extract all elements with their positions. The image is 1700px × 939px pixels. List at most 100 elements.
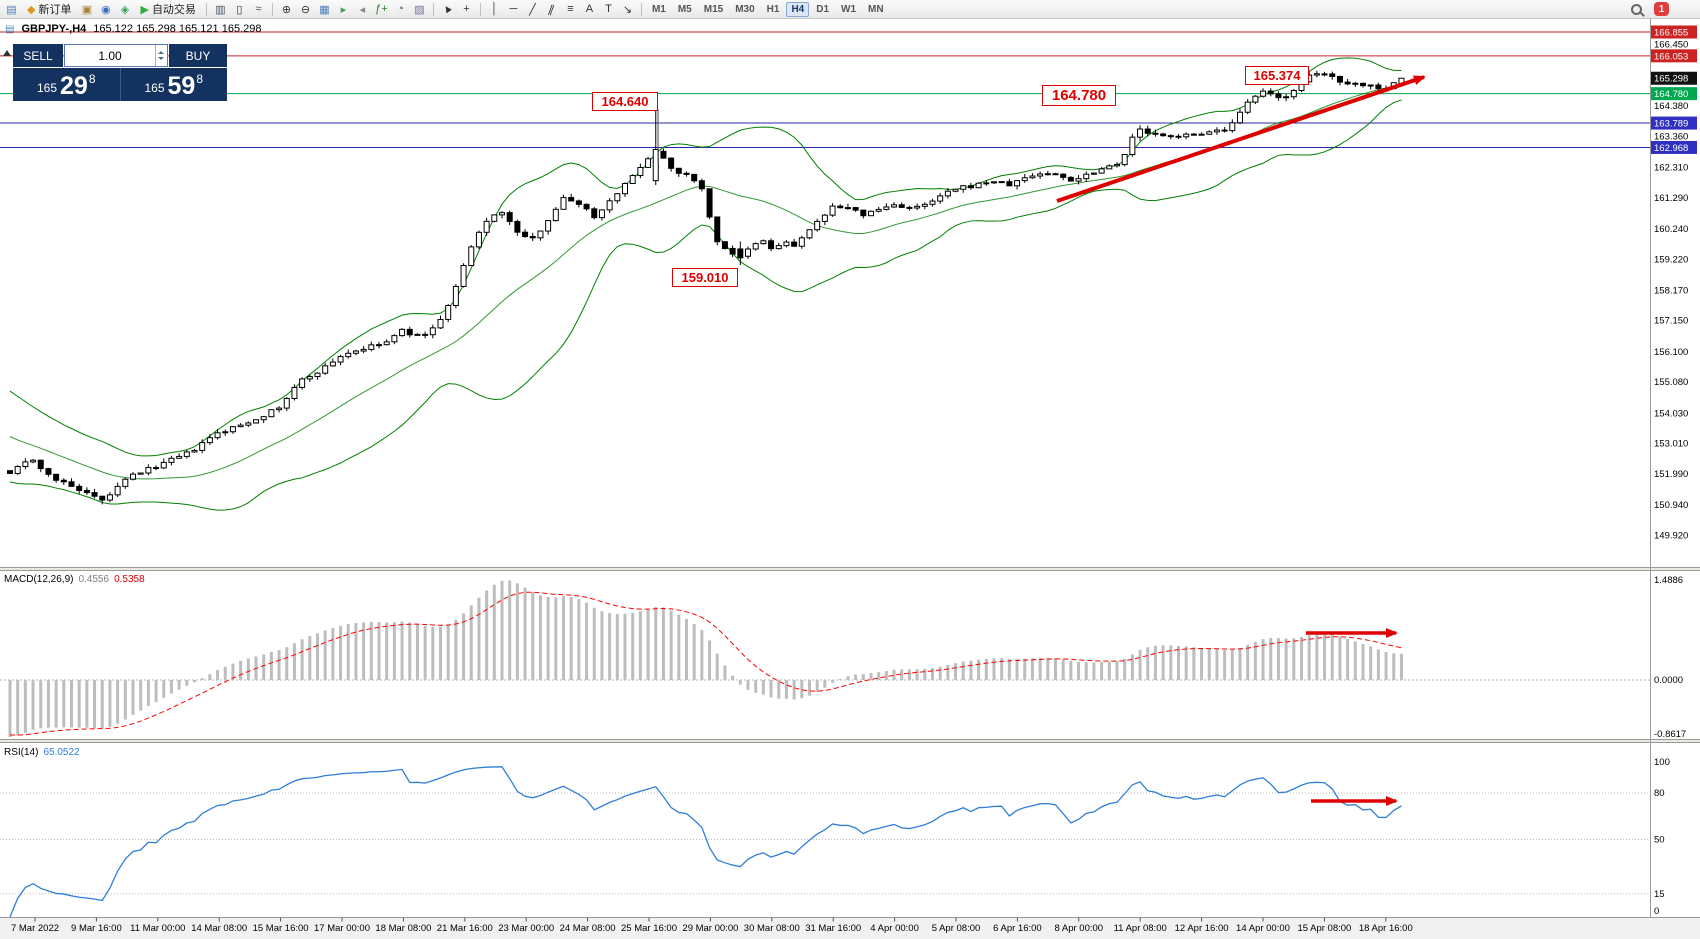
timeframe-m30[interactable]: M30 [735,3,755,15]
arrows-icon[interactable]: ↘ [622,3,633,16]
svg-text:163.789: 163.789 [1654,119,1688,130]
candle [145,467,152,474]
community-icon[interactable]: ◉ [101,3,111,16]
time-axis-strip[interactable] [0,917,1700,939]
crosshair-icon[interactable]: + [463,3,470,15]
timeframe-w1[interactable]: W1 [841,3,857,15]
bar-chart-icon[interactable]: ▥ [215,3,226,16]
vertical-line-icon[interactable]: │ [491,3,498,15]
candle [944,190,951,197]
buy-price[interactable]: 165 59 8 [119,68,228,101]
candle [276,407,283,411]
fibonacci-icon[interactable]: ≡ [567,3,574,15]
timeframe-m1[interactable]: M1 [651,3,666,15]
candle [106,494,113,501]
timeframe-h4[interactable]: H4 [786,1,810,17]
line-chart-icon[interactable]: ≈ [255,3,262,15]
candle [560,197,567,210]
horizontal-line-icon[interactable]: ─ [509,3,518,15]
price-annotation[interactable]: 165.374 [1245,66,1309,85]
timeframe-d1[interactable]: D1 [816,3,830,15]
candle [1336,75,1343,83]
timeframe-h1[interactable]: H1 [766,3,780,15]
toolbar-sep [205,2,207,16]
candlestick-chart-icon[interactable]: ▯ [236,3,243,16]
candle [952,188,959,192]
templates-icon[interactable]: ▨ [414,3,425,16]
volume-stepper[interactable] [155,45,167,66]
auto-scroll-icon[interactable]: ▸ [340,3,347,16]
candle [222,431,229,434]
periods-icon[interactable]: ◔ [397,3,404,15]
zoom-in-icon[interactable]: ⊕ [281,3,292,16]
new-order-button-icon: ◆ [27,3,36,16]
new-order-button[interactable]: ◆ 新订单 [22,1,76,17]
volume-value[interactable]: 1.00 [98,48,122,63]
candle [475,231,482,248]
tile-windows-icon[interactable]: ▦ [319,3,330,16]
cursor-icon[interactable]: ▲ [439,0,456,18]
candle [1014,180,1021,187]
text-icon[interactable]: A [585,3,594,15]
candle [53,473,60,481]
rsi-axis[interactable]: 100 80 50 15 0 [1654,757,1670,917]
chart-shift-icon[interactable]: ◂ [359,3,366,16]
candle [337,356,344,363]
candle [1090,172,1097,175]
macd-panel-splitter[interactable] [0,567,1700,571]
svg-text:23 Mar 00:00: 23 Mar 00:00 [498,923,554,934]
buy-button[interactable]: BUY [169,44,227,67]
indicators-icon[interactable]: ƒ+ [375,3,388,15]
sell-price[interactable]: 165 29 8 [13,68,120,101]
autotrade-button[interactable]: ▶ 自动交易 [135,1,200,17]
candle [806,229,813,239]
svg-text:164.780: 164.780 [1654,89,1688,100]
channel-icon[interactable]: ∥ [546,2,556,17]
volume-up-icon[interactable] [156,45,167,56]
rsi-panel-splitter[interactable] [0,739,1700,743]
candle [614,193,621,202]
candle [606,200,613,211]
search-icon[interactable] [1631,3,1642,15]
candle [60,479,67,483]
macd-axis[interactable]: 1.4886 0.0000 -0.8617 [1654,575,1686,740]
price-annotation[interactable]: 159.010 [672,268,738,287]
candle [860,209,867,217]
candle [1329,73,1336,77]
candle [499,212,505,216]
svg-text:15: 15 [1654,889,1665,900]
candle [1190,133,1197,136]
candle [1152,132,1159,135]
timeframe-m5[interactable]: M5 [677,3,692,15]
zoom-out-icon[interactable]: ⊖ [300,3,311,16]
volume-down-icon[interactable] [156,56,167,67]
svg-text:18 Mar 08:00: 18 Mar 08:00 [375,923,431,934]
timeframe-mn[interactable]: MN [868,3,884,15]
refresh-icon[interactable]: ◈ [120,3,130,16]
chart-canvas[interactable]: 166.855166.450166.053165.298164.780164.3… [0,19,1700,939]
time-axis[interactable]: 7 Mar 2022 9 Mar 16:00 11 Mar 00:00 14 Mar … [11,917,1413,935]
timeframe-m15[interactable]: M15 [703,3,724,15]
one-click-trade-panel: SELL 1.00 BUY 165 29 8 165 59 8 [13,44,227,101]
candle [7,470,13,474]
price-tag [1651,140,1697,154]
sell-button[interactable]: SELL [13,44,63,67]
label-icon[interactable]: T [605,3,612,15]
candle [583,203,590,210]
volume-input[interactable]: 1.00 [64,44,168,67]
svg-text:0.0000: 0.0000 [1654,675,1683,686]
candle [345,352,352,358]
trend-arrow[interactable] [1056,75,1426,203]
candle [483,220,490,233]
price-tag [1651,87,1697,101]
notification-badge[interactable]: 1 [1654,2,1669,16]
price-annotation[interactable]: 164.640 [592,92,658,111]
charts-grid-icon[interactable]: ▣ [81,3,93,16]
candle [852,207,859,211]
new-chart-icon[interactable]: ▤ [6,3,17,16]
rsi-label: RSI(14) 65.0522 [4,747,80,758]
trade-panel-collapse-icon[interactable] [3,50,11,56]
price-annotation[interactable]: 164.780 [1042,85,1116,106]
trendline-icon[interactable]: ╱ [529,3,536,16]
